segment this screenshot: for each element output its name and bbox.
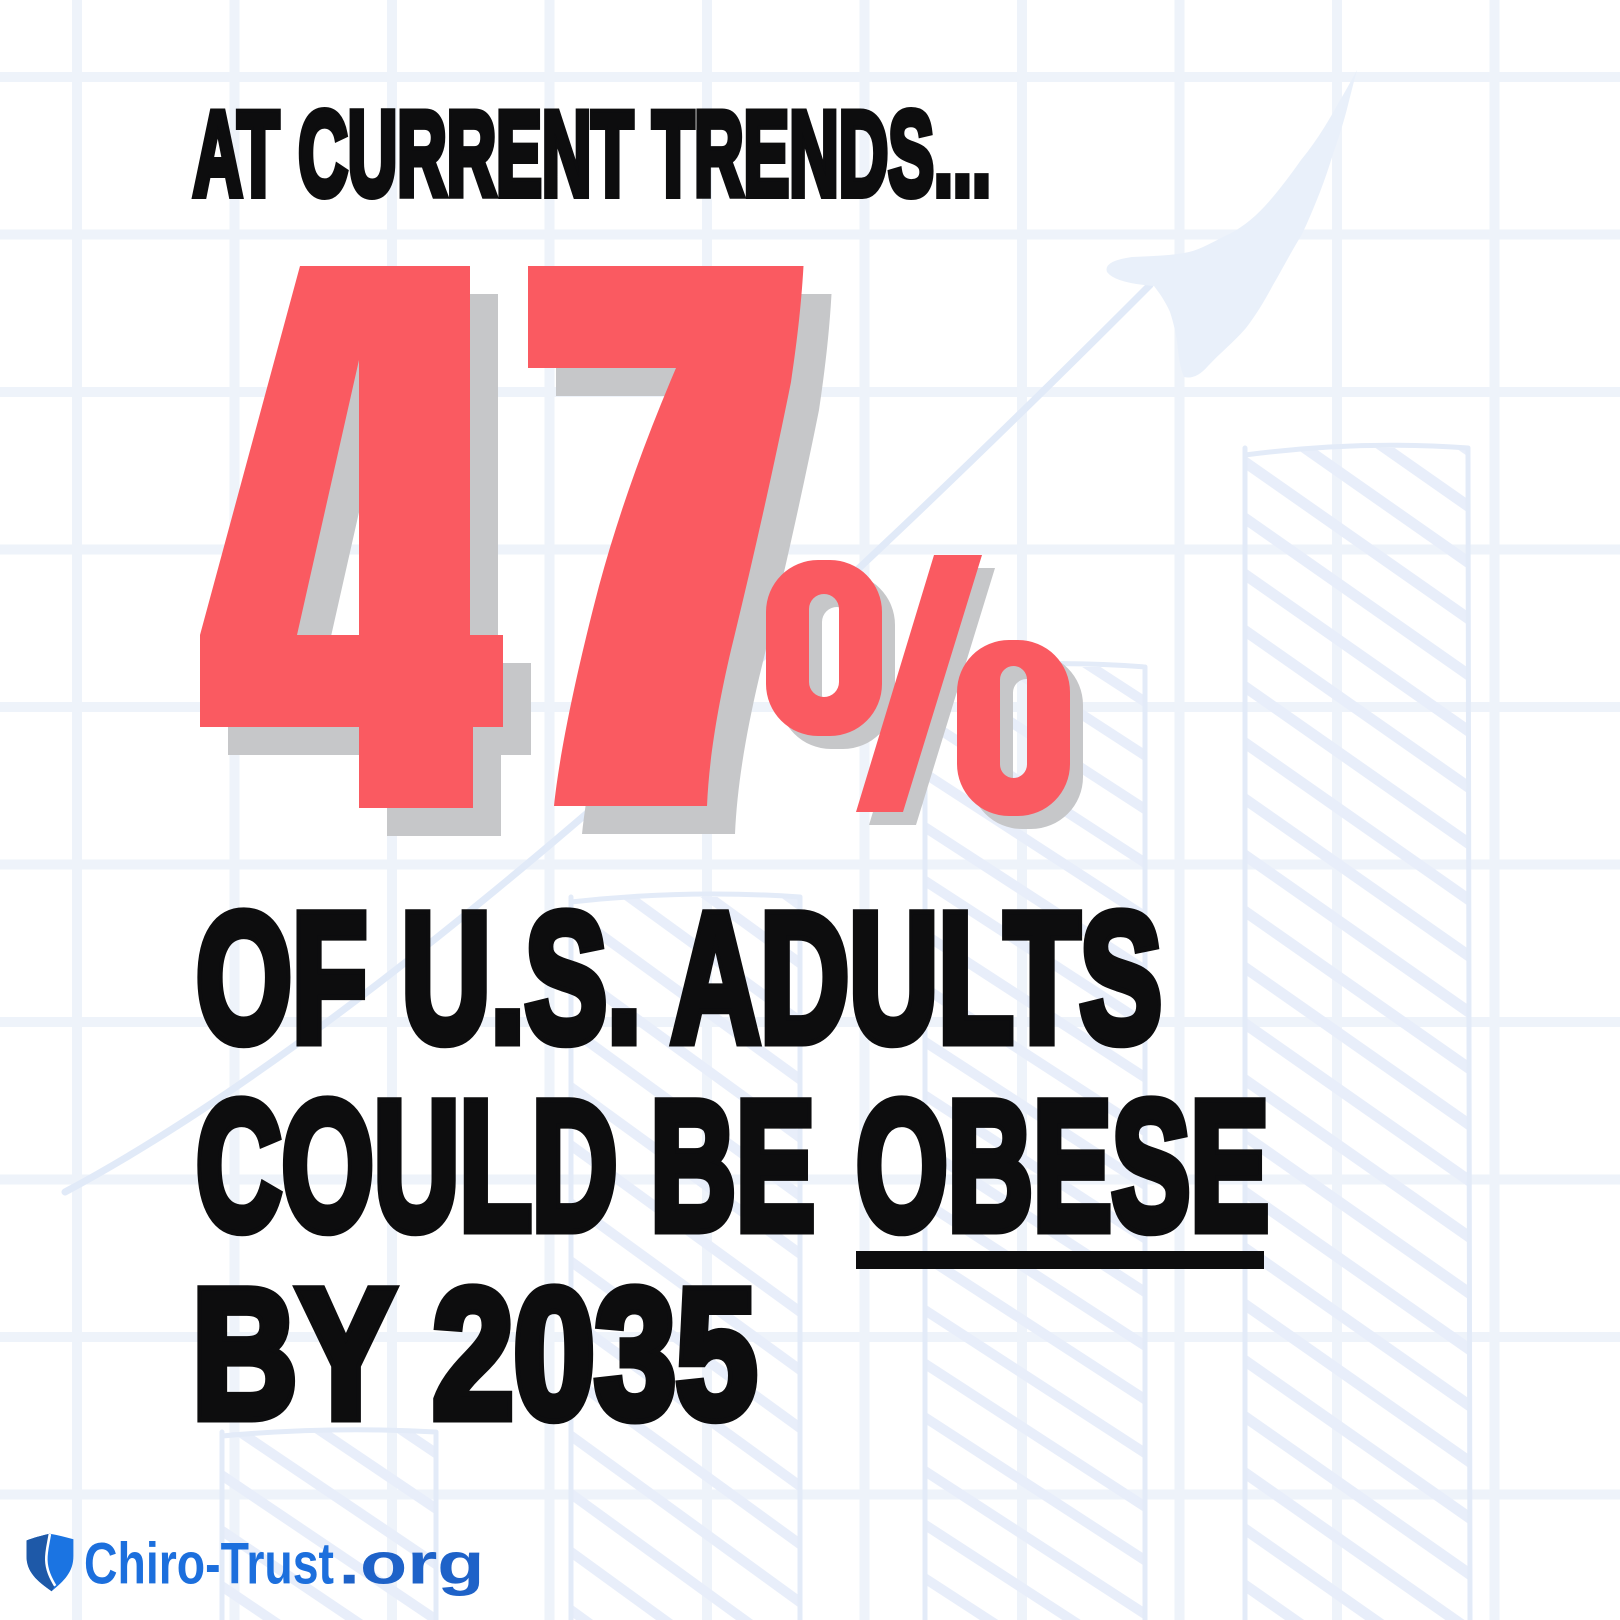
svg-text:OF U.S. ADULTS: OF U.S. ADULTS [196, 875, 1162, 1080]
svg-text:OBESE: OBESE [856, 1063, 1269, 1268]
svg-text:Chiro-Trust: Chiro-Trust [84, 1532, 334, 1597]
svg-text:.org: .org [339, 1532, 485, 1597]
svg-text:COULD BE: COULD BE [196, 1063, 815, 1268]
svg-text:AT CURRENT TRENDS...: AT CURRENT TRENDS... [193, 88, 991, 221]
svg-text:BY 2035: BY 2035 [192, 1251, 757, 1456]
